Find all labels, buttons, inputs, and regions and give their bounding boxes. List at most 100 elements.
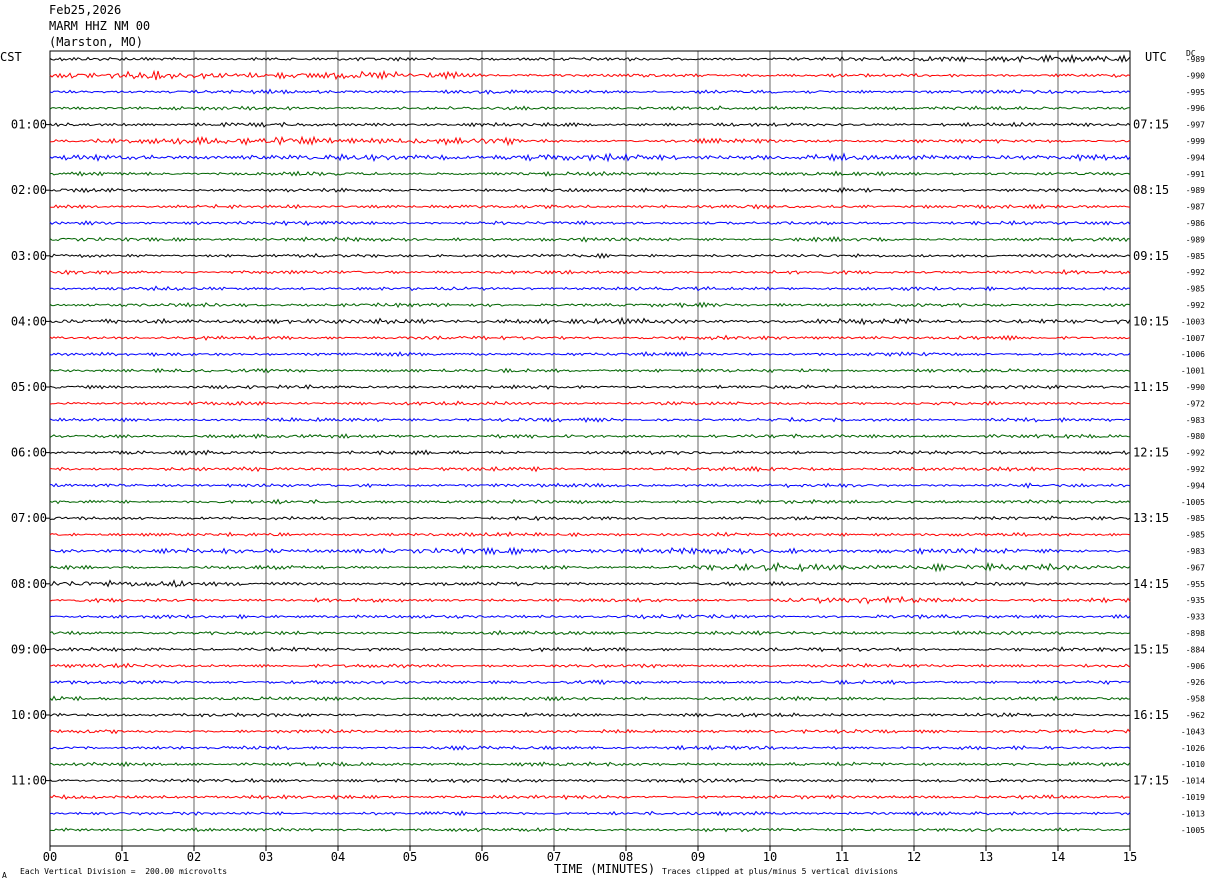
x-tick-label: 11 bbox=[835, 850, 849, 864]
dc-offset-value: -985 bbox=[1186, 252, 1205, 261]
utc-hour-label: 15:15 bbox=[1133, 642, 1169, 656]
utc-hour-label: 08:15 bbox=[1133, 183, 1169, 197]
dc-offset-value: -983 bbox=[1186, 547, 1205, 556]
dc-offset-value: -955 bbox=[1186, 580, 1205, 589]
seismic-trace bbox=[49, 595, 1131, 605]
dc-offset-value: -994 bbox=[1186, 481, 1205, 490]
seismic-trace bbox=[49, 105, 1131, 111]
seismic-trace bbox=[49, 350, 1131, 358]
seismic-trace bbox=[50, 135, 1131, 147]
seismic-trace bbox=[49, 679, 1131, 686]
seismic-trace bbox=[49, 465, 1131, 473]
dc-offset-value: -992 bbox=[1186, 465, 1205, 474]
seismic-trace bbox=[49, 220, 1131, 227]
x-tick-label: 12 bbox=[907, 850, 921, 864]
utc-hour-label: 14:15 bbox=[1133, 577, 1169, 591]
cst-hour-label: 11:00 bbox=[11, 774, 47, 788]
dc-offset-value: -989 bbox=[1186, 186, 1205, 195]
dc-offset-value: -1007 bbox=[1181, 334, 1205, 343]
dc-offset-value: -989 bbox=[1186, 235, 1205, 244]
seismic-trace bbox=[49, 53, 1131, 64]
cst-hour-label: 04:00 bbox=[11, 314, 47, 328]
seismic-trace bbox=[49, 433, 1131, 440]
seismic-trace bbox=[49, 285, 1131, 292]
seismic-trace bbox=[49, 761, 1131, 768]
seismic-trace bbox=[49, 301, 1131, 309]
seismic-trace bbox=[49, 334, 1131, 342]
seismic-trace bbox=[49, 88, 1131, 95]
seismic-trace bbox=[49, 367, 1131, 374]
utc-hour-label: 07:15 bbox=[1133, 118, 1169, 132]
dc-offset-value: -992 bbox=[1186, 301, 1205, 310]
cst-hour-label: 06:00 bbox=[11, 446, 47, 460]
dc-offset-value: -990 bbox=[1186, 71, 1205, 80]
dc-offset-value: -985 bbox=[1186, 514, 1205, 523]
seismic-trace bbox=[49, 400, 1131, 406]
x-tick-label: 10 bbox=[763, 850, 777, 864]
seismic-trace bbox=[49, 268, 1131, 276]
x-tick-label: 06 bbox=[475, 850, 489, 864]
seismic-trace bbox=[49, 810, 1131, 817]
seismic-trace bbox=[49, 531, 1131, 538]
seismic-trace bbox=[49, 316, 1131, 326]
seismic-trace bbox=[49, 416, 1131, 423]
seismic-trace bbox=[49, 546, 1131, 556]
seismic-trace bbox=[49, 498, 1131, 505]
utc-hour-label: 12:15 bbox=[1133, 446, 1169, 460]
left-timezone-label: CST bbox=[0, 50, 22, 64]
seismic-trace bbox=[49, 695, 1131, 702]
dc-offset-value: -884 bbox=[1186, 645, 1205, 654]
dc-offset-value: -1019 bbox=[1181, 793, 1205, 802]
seismic-trace bbox=[49, 235, 1131, 243]
utc-hour-label: 16:15 bbox=[1133, 708, 1169, 722]
cst-hour-label: 01:00 bbox=[11, 118, 47, 132]
dc-offset-value: -989 bbox=[1186, 55, 1205, 64]
dc-offset-value: -999 bbox=[1186, 137, 1205, 146]
plot-frame bbox=[49, 50, 1131, 847]
x-tick-label: 14 bbox=[1051, 850, 1065, 864]
dc-offset-value: -997 bbox=[1186, 121, 1205, 130]
x-tick-label: 15 bbox=[1123, 850, 1137, 864]
seismic-trace bbox=[49, 449, 1131, 456]
seismic-trace bbox=[49, 561, 1131, 573]
utc-hour-label: 11:15 bbox=[1133, 380, 1169, 394]
dc-offset-value: -933 bbox=[1186, 613, 1205, 622]
dc-offset-value: -985 bbox=[1186, 285, 1205, 294]
seismic-trace bbox=[49, 712, 1131, 718]
cst-hour-label: 08:00 bbox=[11, 577, 47, 591]
dc-offset-value: -906 bbox=[1186, 662, 1205, 671]
seismic-trace bbox=[49, 777, 1131, 784]
vertical-scale-note: Each Vertical Division = 200.00 microvol… bbox=[20, 867, 228, 876]
seismic-trace bbox=[49, 794, 1131, 801]
dc-offset-header: DC bbox=[1186, 49, 1196, 58]
x-tick-label: 09 bbox=[691, 850, 705, 864]
dc-offset-value: -996 bbox=[1186, 104, 1205, 113]
utc-hour-label: 10:15 bbox=[1133, 314, 1169, 328]
seismic-trace bbox=[49, 186, 1131, 194]
cst-hour-label: 02:00 bbox=[11, 183, 47, 197]
seismic-trace bbox=[49, 152, 1131, 163]
seismic-trace bbox=[49, 482, 1131, 489]
seismic-trace bbox=[49, 170, 1131, 177]
dc-offset-value: -1014 bbox=[1181, 777, 1205, 786]
dc-offset-value: -1001 bbox=[1181, 367, 1205, 376]
utc-hour-label: 17:15 bbox=[1133, 774, 1169, 788]
x-axis-title: TIME (MINUTES) bbox=[554, 862, 656, 876]
corner-mark: A bbox=[2, 871, 7, 880]
dc-offset-value: -994 bbox=[1186, 153, 1205, 162]
seismic-trace bbox=[49, 252, 1131, 260]
station-code: MARM HHZ NM 00 bbox=[49, 19, 151, 33]
seismic-trace bbox=[49, 744, 1131, 751]
dc-offset-value: -1043 bbox=[1181, 727, 1205, 736]
seismic-trace bbox=[49, 515, 1131, 522]
x-tick-label: 03 bbox=[259, 850, 273, 864]
dc-offset-value: -992 bbox=[1186, 268, 1205, 277]
dc-offset-value: -1005 bbox=[1181, 498, 1205, 507]
dc-offset-value: -972 bbox=[1186, 399, 1205, 408]
seismic-trace bbox=[49, 579, 1131, 588]
dc-offset-value: -1005 bbox=[1181, 826, 1205, 835]
dc-offset-value: -995 bbox=[1186, 88, 1205, 97]
dc-offset-value: -898 bbox=[1186, 629, 1205, 638]
dc-offset-value: -983 bbox=[1186, 416, 1205, 425]
seismic-trace bbox=[49, 613, 1131, 620]
